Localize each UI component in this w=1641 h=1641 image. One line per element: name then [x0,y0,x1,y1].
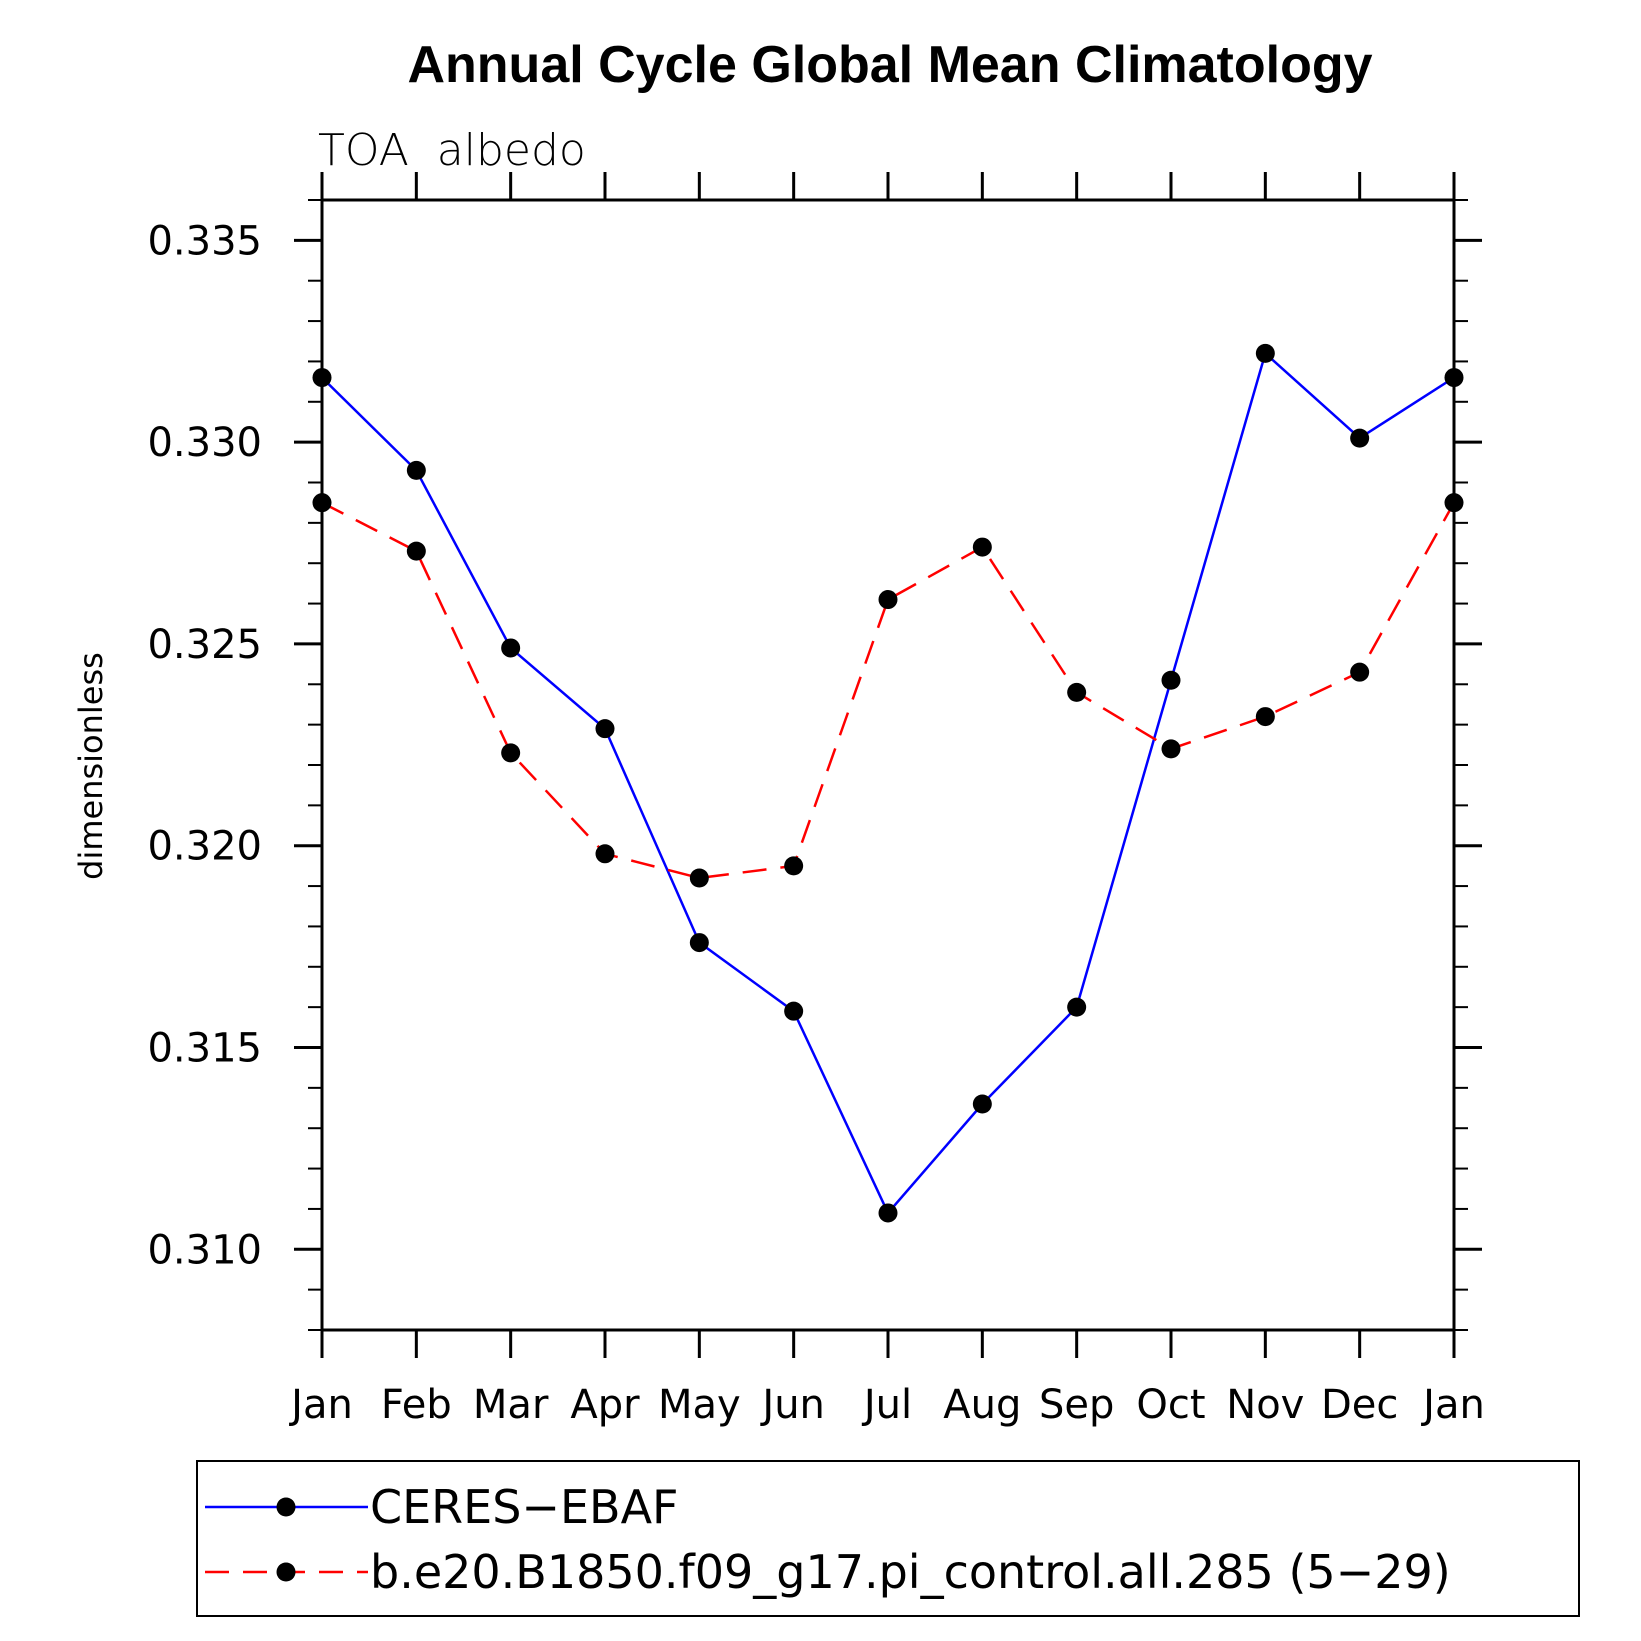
data-point-series-1 [501,638,521,658]
x-tick-labels: Jan Feb Mar Apr May Jun Jul Aug Sep Oct Nov Dec Jan [288,1382,1485,1428]
legend-box [196,1460,1580,1617]
x-tick-label: Nov [1226,1382,1304,1428]
data-point-series-2 [1350,662,1370,682]
x-tick-label: Mar [473,1382,549,1428]
data-point-series-1 [406,460,426,480]
data-point-series-2 [1255,707,1275,727]
data-point-series-1 [1255,343,1275,363]
series-line-1 [321,351,1455,1216]
x-tick-label: Jun [759,1382,825,1428]
data-point-series-1 [878,1203,898,1223]
y-tick-label: 0.325 [147,622,262,668]
y-tick-label: 0.310 [147,1227,262,1273]
y-axis-label: dimensionless [72,652,110,880]
y-tick-label: 0.320 [147,824,262,870]
legend-marker-1 [276,1497,296,1517]
data-point-series-1 [972,1094,992,1114]
data-point-series-1 [784,1001,804,1021]
data-point-series-2 [784,856,804,876]
data-point-series-2 [972,537,992,557]
data-point-series-1 [1067,997,1087,1017]
chart-subtitle: TOA albedo [318,125,586,176]
data-point-series-1 [595,719,615,739]
data-point-series-2 [1067,682,1087,702]
data-point-series-2 [312,493,332,513]
y-tick-label: 0.335 [147,218,262,264]
x-tick-label: Apr [570,1382,640,1428]
series-line-2 [321,501,1456,880]
data-point-series-1 [1161,670,1181,690]
chart-title: Annual Cycle Global Mean Climatology [407,36,1372,94]
axis-ticks [294,172,1482,1358]
x-tick-label: May [658,1382,741,1428]
data-point-series-1 [312,368,332,388]
legend: CERES−EBAF b.e20.B1850.f09_g17.pi_control… [205,1480,1451,1599]
legend-label-1: CERES−EBAF [370,1480,679,1534]
x-tick-label: Dec [1321,1382,1398,1428]
data-point-series-2 [1161,739,1181,759]
data-point-series-2 [501,743,521,763]
x-tick-label: Jan [288,1382,353,1428]
x-tick-label: Feb [381,1382,452,1428]
x-tick-label: Jan [1420,1382,1485,1428]
x-tick-label: Oct [1136,1382,1205,1428]
data-point-series-1 [1350,428,1370,448]
data-point-series-2 [878,590,898,610]
data-point-series-2 [1444,493,1464,513]
x-tick-label: Jul [861,1382,912,1428]
y-tick-label: 0.315 [147,1026,262,1072]
data-point-series-1 [689,933,709,953]
legend-label-2: b.e20.B1850.f09_g17.pi_control.all.285 (… [370,1545,1451,1599]
legend-marker-2 [276,1562,296,1582]
x-tick-label: Sep [1039,1382,1114,1428]
data-point-series-1 [1444,368,1464,388]
data-point-series-2 [595,844,615,864]
x-tick-label: Aug [943,1382,1021,1428]
y-tick-label: 0.330 [147,420,262,466]
series-layer [312,343,1464,1223]
y-tick-labels: 0.310 0.315 0.320 0.325 0.330 0.335 [147,218,262,1273]
data-point-series-2 [406,541,426,561]
data-point-series-2 [689,868,709,888]
